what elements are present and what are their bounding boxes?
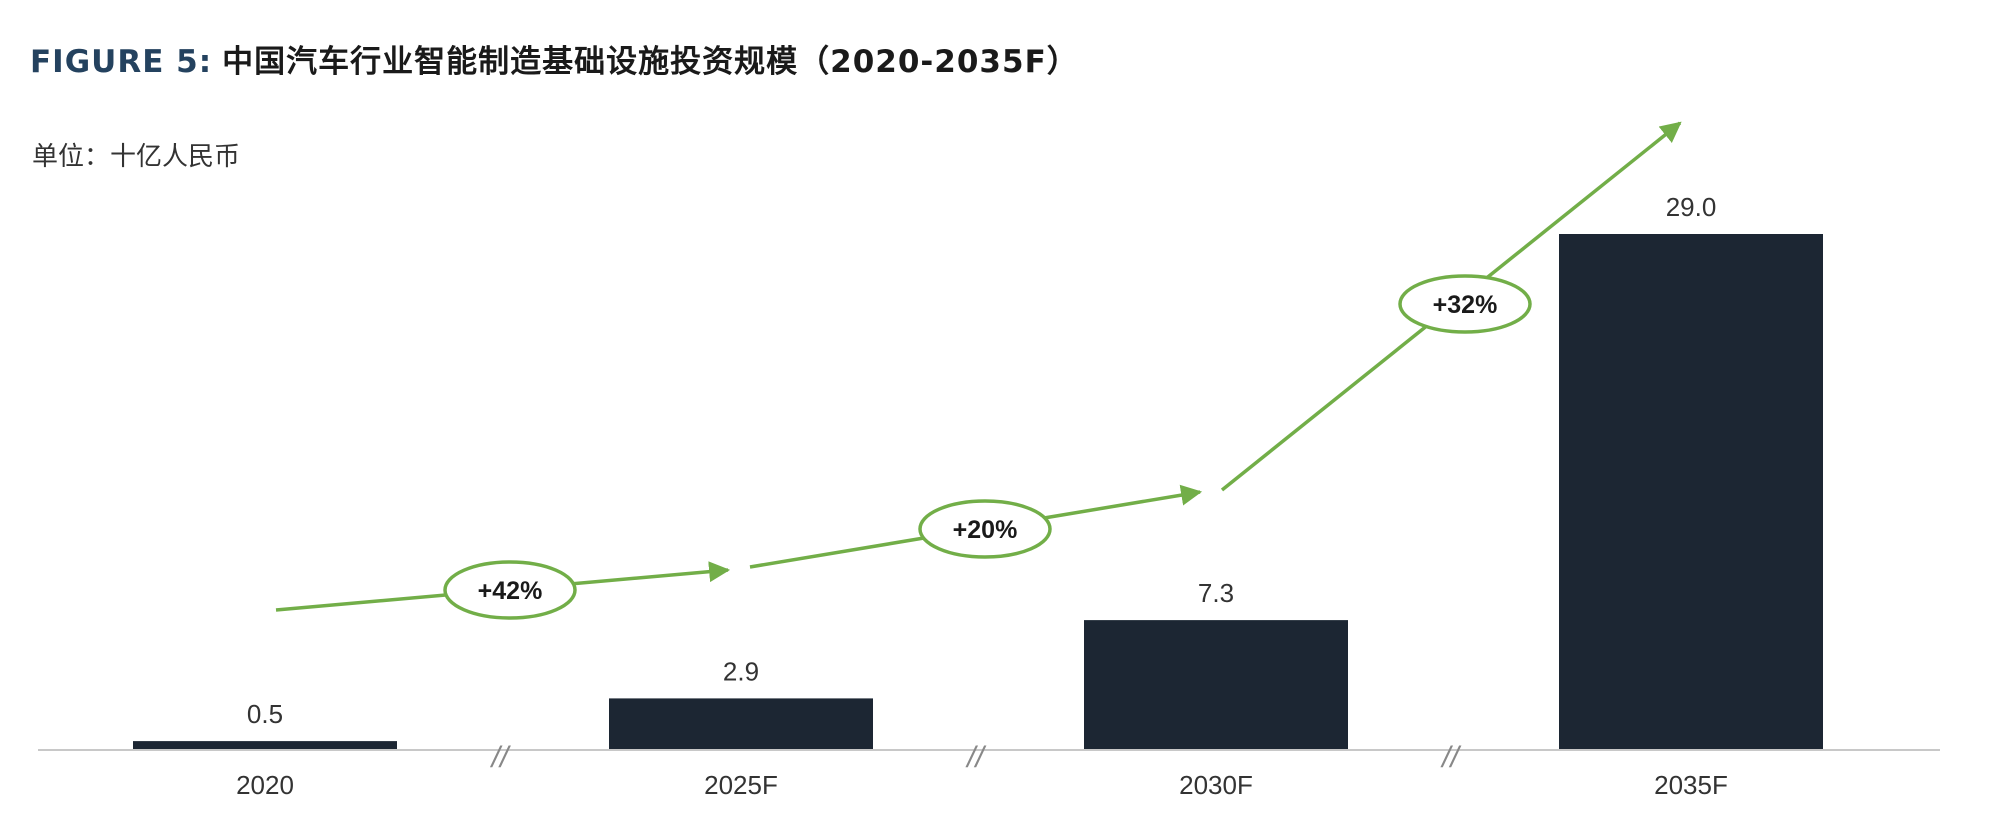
growth-rate-label: +20% xyxy=(953,516,1018,544)
chart-title: FIGURE 5: 中国汽车行业智能制造基础设施投资规模（2020-2035F） xyxy=(30,36,1079,81)
category-label-2035F: 2035F xyxy=(1654,770,1728,800)
category-label-2025F: 2025F xyxy=(704,770,778,800)
value-label-2035F: 29.0 xyxy=(1666,192,1717,222)
title-text: 中国汽车行业智能制造基础设施投资规模（2020-2035F） xyxy=(222,44,1079,80)
growth-arrows: +42% +20% +32% xyxy=(275,121,1682,620)
value-label-2020: 0.5 xyxy=(247,699,283,729)
category-label-2020: 2020 xyxy=(236,770,294,800)
labels: 0.5 2020 2.9 2025F 7.3 2030F 29.0 2035F xyxy=(236,192,1728,800)
growth-rate-label: +32% xyxy=(1433,291,1498,319)
bar-2020 xyxy=(133,741,397,750)
growth-rate-oval xyxy=(443,560,577,620)
growth-rate-oval xyxy=(918,499,1052,559)
bars xyxy=(133,234,1823,750)
bar-2025F xyxy=(609,698,873,750)
unit-label: 单位：十亿人民币 xyxy=(32,142,241,172)
growth-rate-label: +42% xyxy=(478,577,543,605)
bar-2035F xyxy=(1559,234,1823,750)
axis-breaks: // // // xyxy=(490,741,1462,774)
value-label-2025F: 2.9 xyxy=(723,656,759,686)
growth-rate-oval xyxy=(1398,274,1532,334)
figure-label: FIGURE 5: xyxy=(30,44,213,80)
value-label-2030F: 7.3 xyxy=(1198,578,1234,608)
axis-break-marker: // xyxy=(965,741,986,774)
axis-break-marker: // xyxy=(490,741,511,774)
axis-break-marker: // xyxy=(1440,741,1461,774)
bar-2030F xyxy=(1084,620,1348,750)
category-label-2030F: 2030F xyxy=(1179,770,1253,800)
